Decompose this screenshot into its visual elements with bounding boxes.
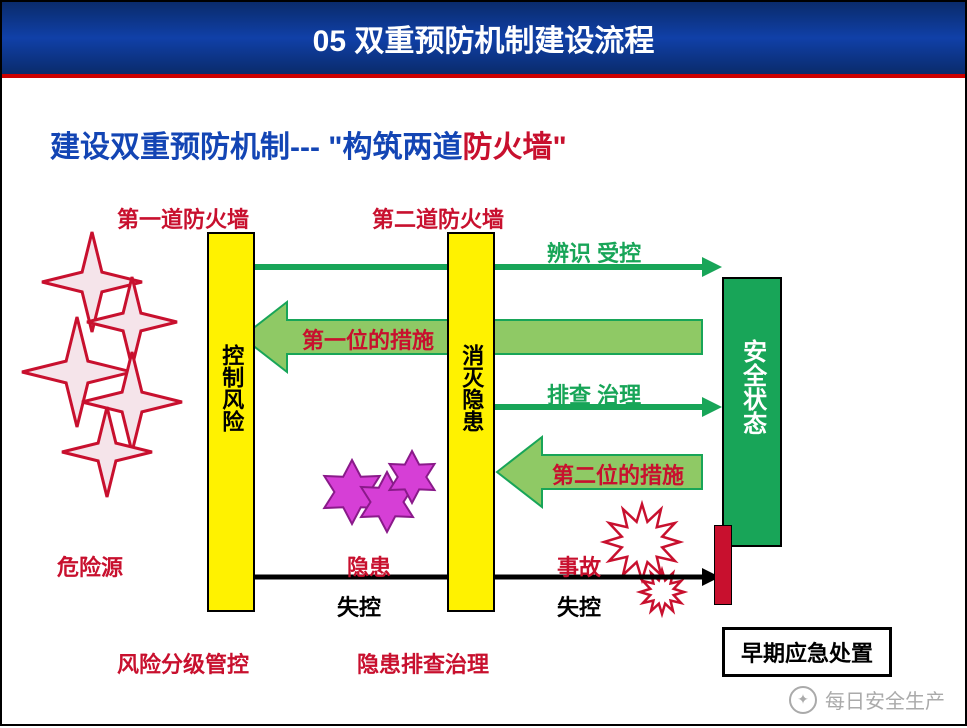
hidden-danger-label: 隐患 (347, 550, 391, 582)
measure2-label: 第二位的措施 (552, 458, 684, 490)
hazard-inv-label: 隐患排查治理 (357, 647, 489, 679)
measure1-label: 第一位的措施 (302, 323, 434, 355)
accident-bar (714, 525, 732, 605)
wall2: 消灭隐患 (447, 232, 495, 612)
ooc2-label: 失控 (557, 590, 601, 622)
ooc1-label: 失控 (337, 590, 381, 622)
risk-class-label: 风险分级管控 (117, 647, 249, 679)
accident-label: 事故 (557, 550, 601, 582)
watermark: ✦ 每日安全生产 (789, 685, 945, 714)
wall1: 控制风险 (207, 232, 255, 612)
inspect-label: 排查 治理 (547, 378, 641, 410)
emergency-box: 早期应急处置 (722, 627, 892, 677)
identify-label: 辨识 受控 (547, 236, 641, 268)
wechat-icon: ✦ (789, 686, 817, 714)
safe-state-box: 安全状态 (722, 277, 782, 547)
hazard-source-label: 危险源 (57, 550, 123, 582)
